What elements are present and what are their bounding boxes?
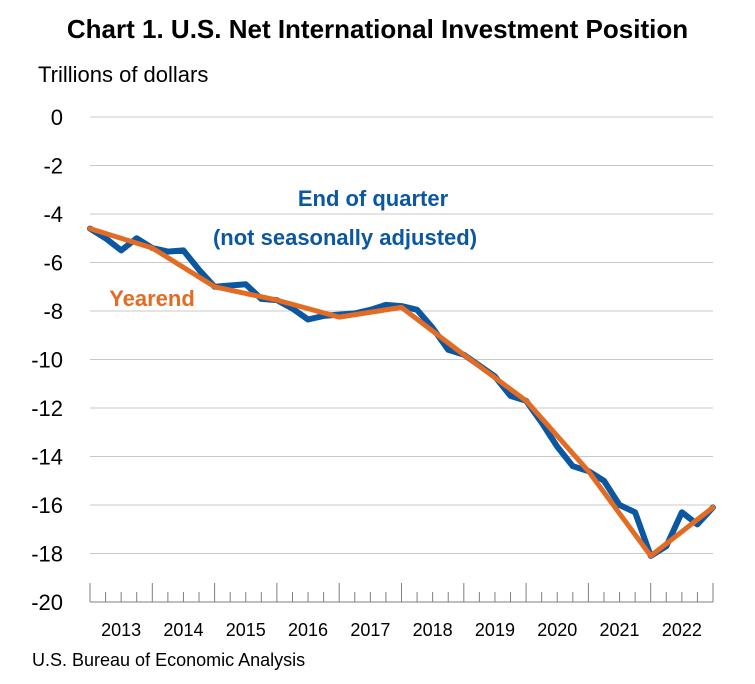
- x-axis-ticks: 2013 2014 2015 2016 2017 2018 2019 2020 2021 2022: [101, 620, 702, 640]
- y-tick-label: -8: [43, 299, 63, 324]
- series-lines: [87, 225, 716, 559]
- x-tick-label: 2022: [662, 620, 702, 640]
- y-tick-label: -14: [31, 445, 63, 470]
- x-tick-label: 2018: [413, 620, 453, 640]
- x-tick-label: 2013: [101, 620, 141, 640]
- x-tick-label: 2019: [475, 620, 515, 640]
- y-tick-label: -18: [31, 542, 63, 567]
- y-tick-label: -2: [43, 154, 63, 179]
- x-tick-label: 2017: [350, 620, 390, 640]
- source-note: U.S. Bureau of Economic Analysis: [32, 650, 306, 670]
- chart-title: Chart 1. U.S. Net International Investme…: [66, 14, 689, 44]
- series-annotation: Yearend: [109, 286, 195, 311]
- x-tick-label: 2020: [537, 620, 577, 640]
- series-line-yearend: [87, 226, 716, 559]
- x-axis: [89, 583, 714, 603]
- series-annotations: End of quarter (not seasonally adjusted) Y…: [109, 186, 477, 311]
- y-tick-label: -10: [31, 348, 63, 373]
- y-tick-label: -12: [31, 396, 63, 421]
- y-tick-label: -6: [43, 251, 63, 276]
- x-tick-label: 2021: [600, 620, 640, 640]
- x-tick-label: 2015: [226, 620, 266, 640]
- series-line-end-of-quarter: [87, 225, 716, 559]
- y-tick-label: -4: [43, 202, 63, 227]
- x-tick-label: 2016: [288, 620, 328, 640]
- gridlines: [90, 116, 713, 554]
- x-tick-label: 2014: [163, 620, 203, 640]
- y-axis-ticks: 0 -2 -4 -6 -8 -10 -12 -14 -16 -18 -20: [31, 105, 63, 615]
- y-tick-label: -20: [31, 590, 63, 615]
- y-tick-label: -16: [31, 493, 63, 518]
- y-axis-label: Trillions of dollars: [38, 62, 209, 87]
- series-annotation: End of quarter: [298, 186, 449, 211]
- y-tick-label: 0: [51, 105, 63, 130]
- series-annotation: (not seasonally adjusted): [213, 225, 477, 250]
